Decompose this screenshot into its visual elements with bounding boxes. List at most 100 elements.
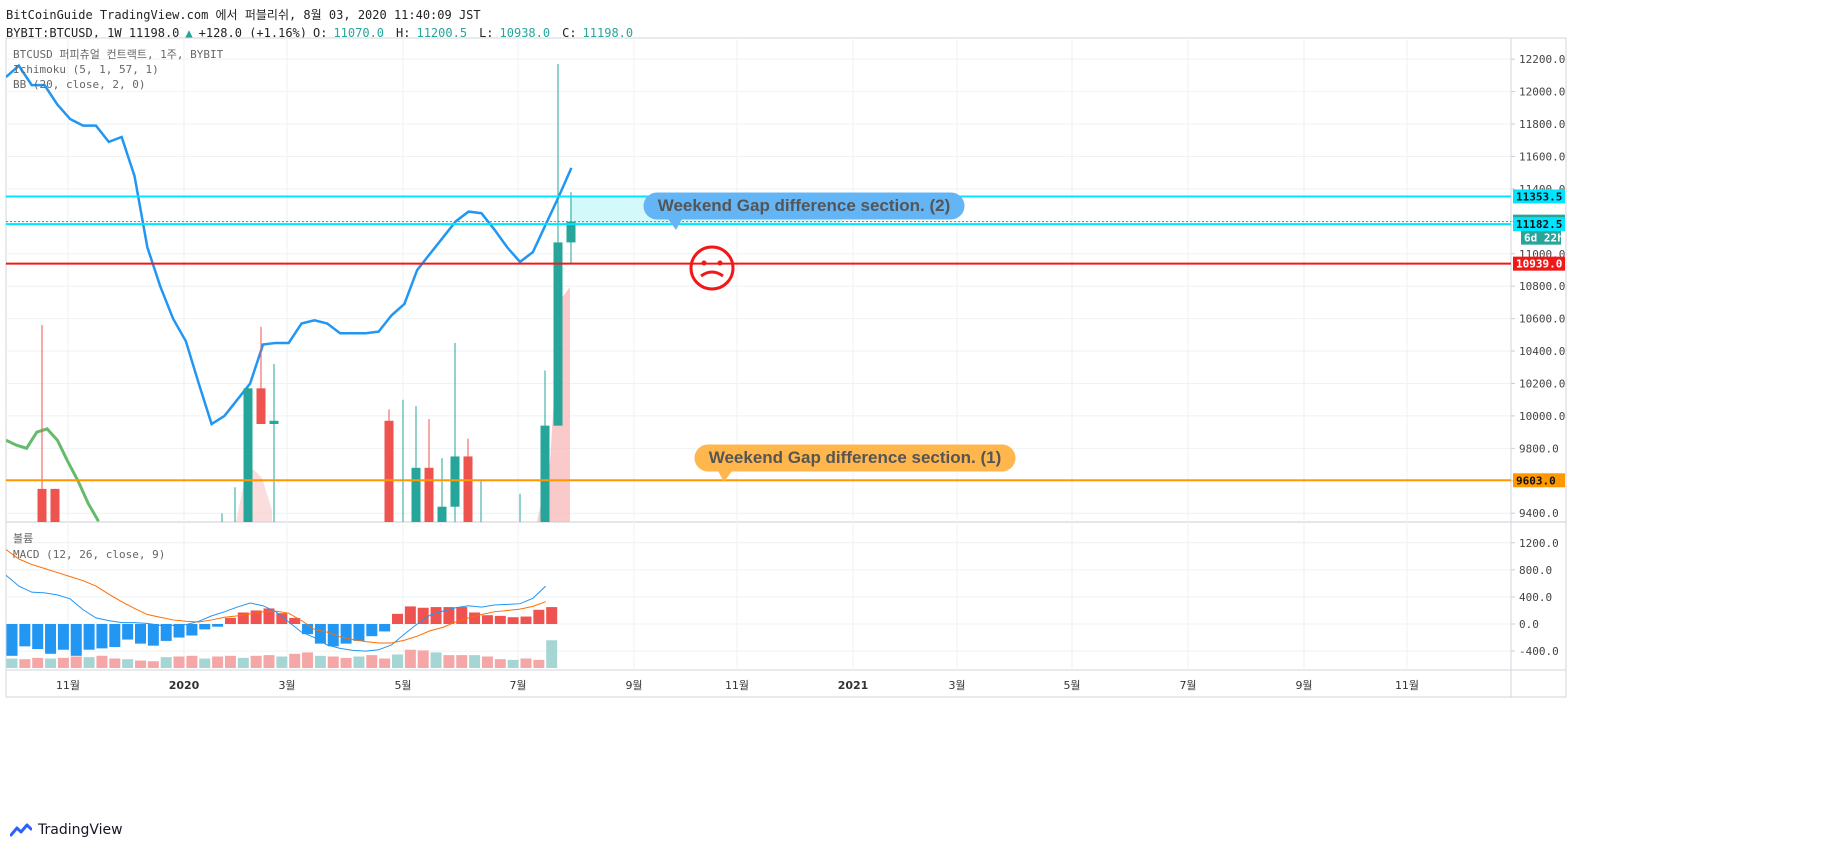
x-tick-label: 5월 [394, 679, 411, 692]
callout-gap-1: Weekend Gap difference section. (1) [694, 444, 1016, 482]
volume-bar [404, 649, 416, 669]
change-value: +128.0 (+1.16%) [198, 26, 307, 40]
volume-bar [481, 656, 493, 669]
macd-hist-bar [199, 624, 211, 630]
macd-hist-bar [19, 624, 31, 647]
candle-body [566, 221, 576, 243]
y-tick-label: 12000.0 [1519, 86, 1565, 99]
volume-bar [96, 655, 108, 669]
y-tick-label: 10800.0 [1519, 280, 1565, 293]
volume-bar [224, 655, 236, 669]
volume-bar [19, 659, 31, 669]
macd-hist-bar [135, 624, 146, 644]
volume-bar [173, 656, 185, 669]
callout-gap-2-pointer [668, 219, 682, 230]
macd-hist-bar [122, 624, 134, 640]
macd-hist-bar [70, 624, 82, 656]
macd-line [6, 574, 547, 652]
change-arrow: ▲ [185, 26, 193, 40]
volume-bar [417, 650, 429, 669]
y-tick-label: 11600.0 [1519, 150, 1565, 163]
candle-body [37, 488, 47, 522]
footer-brand: TradingView [38, 822, 123, 838]
x-tick-label: 3월 [948, 679, 965, 692]
volume-bar [276, 656, 288, 669]
y-tick-label: 10600.0 [1519, 313, 1565, 326]
high-label: H: [396, 26, 411, 40]
macd-hist-bar [160, 624, 172, 641]
macd-hist-bar [250, 610, 262, 624]
x-tick-label: 11월 [56, 679, 80, 692]
macd-hist-bar [186, 624, 198, 636]
volume-bar [237, 657, 249, 669]
legend-macd: MACD (12, 26, close, 9) [13, 548, 165, 561]
callout-gap-1-text: Weekend Gap difference section. (1) [709, 448, 1002, 467]
volume-bar [147, 661, 159, 669]
price-label: 11182.5 [1516, 218, 1562, 231]
volume-bar [160, 657, 172, 669]
callout-gap-1-bg [694, 444, 1016, 472]
volume-bar [250, 655, 262, 669]
x-tick-label: 2020 [169, 679, 200, 692]
volume-bar [57, 657, 69, 669]
x-tick-label: 9월 [1295, 679, 1312, 692]
macd-hist-bar [173, 624, 185, 638]
macd-y-tick-label: 400.0 [1519, 591, 1552, 604]
symbol-label: BYBIT:BTCUSD, 1W 11198.0 [6, 26, 180, 40]
macd-hist-bar [366, 624, 378, 637]
candle-body [269, 420, 279, 425]
macd-hist-bar [32, 624, 44, 650]
legend-title: BTCUSD 퍼피츄얼 컨트랙트, 1주, BYBIT [13, 47, 224, 61]
volume-bar [109, 658, 121, 669]
y-tick-label: 10000.0 [1519, 410, 1565, 423]
macd-hist-bar [469, 612, 481, 624]
macd-hist-bar [456, 607, 468, 624]
volume-bar [212, 656, 224, 669]
price-label: 10939.0 [1516, 258, 1562, 271]
legend-ichimoku: Ichimoku (5, 1, 57, 1) [13, 63, 159, 76]
candle-body [411, 467, 421, 522]
candle-body [450, 456, 460, 507]
volume-bar [456, 655, 468, 669]
macd-hist-bar [546, 607, 558, 624]
callout-gap-1-pointer [718, 471, 732, 482]
y-tick-label: 9800.0 [1519, 442, 1559, 455]
volume-bar [32, 657, 44, 669]
sad-face-eye [701, 260, 707, 266]
macd-hist-bar [109, 624, 121, 648]
candle-body [50, 488, 60, 522]
callout-gap-2-text: Weekend Gap difference section. (2) [658, 196, 951, 215]
macd-hist-bar [83, 624, 95, 650]
macd-y-tick-label: 800.0 [1519, 564, 1552, 577]
y-tick-label: 12200.0 [1519, 53, 1565, 66]
macd-hist-bar [212, 624, 224, 627]
macd-hist-bar [443, 607, 455, 624]
volume-bar [302, 652, 314, 669]
volume-bar [443, 655, 455, 669]
legend-bb: BB (20, close, 2, 0) [13, 78, 145, 91]
macd-hist-bar [263, 608, 275, 624]
candle-body [437, 506, 447, 522]
volume-bar [430, 652, 442, 669]
sad-face-eye [717, 260, 723, 266]
volume-bar [122, 659, 134, 669]
macd-hist-bar [147, 624, 159, 646]
macd-hist-bar [276, 613, 288, 624]
x-tick-label: 11월 [725, 679, 749, 692]
open-value: 11070.0 [333, 26, 385, 40]
macd-hist-bar [520, 616, 532, 624]
x-tick-label: 7월 [509, 679, 526, 692]
x-tick-label: 9월 [625, 679, 642, 692]
volume-bar [314, 655, 326, 669]
volume-bar [469, 655, 481, 669]
macd-hist-bar [45, 624, 57, 654]
volume-bar [70, 656, 82, 669]
y-tick-label: 9400.0 [1519, 507, 1559, 520]
volume-bar [199, 658, 211, 669]
macd-hist-bar [404, 606, 416, 624]
macd-hist-bar [392, 613, 403, 624]
price-label-bg [1513, 473, 1565, 488]
x-tick-label: 7월 [1179, 679, 1196, 692]
close-label: C: [562, 26, 577, 40]
